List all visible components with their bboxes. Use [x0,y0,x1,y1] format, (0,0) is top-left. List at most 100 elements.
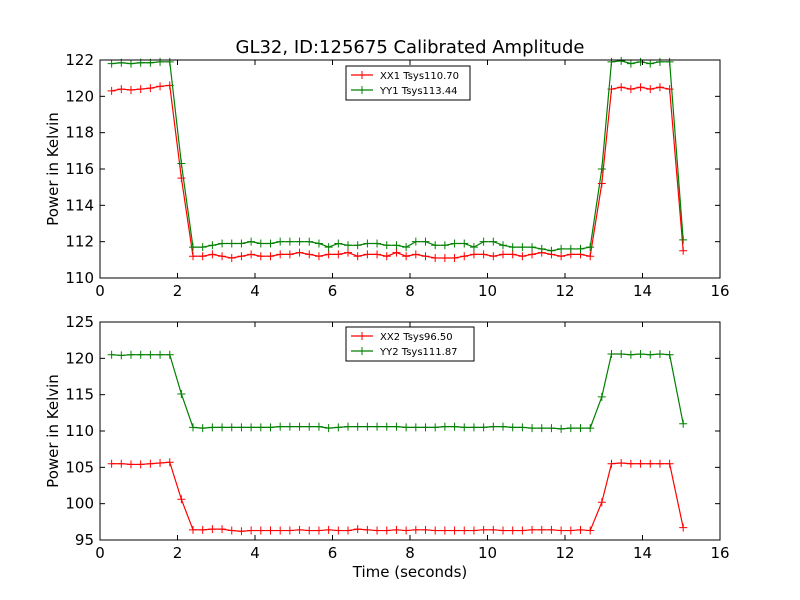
data-point [421,252,430,261]
data-point [256,526,265,535]
legend-label: XX1 Tsys110.70 [380,71,459,82]
data-point [285,250,294,259]
x-tick-label: 2 [173,282,183,300]
data-point [107,59,116,68]
data-point [237,252,246,261]
data-point [266,423,275,432]
data-point [146,350,155,359]
data-point [636,349,645,358]
data-point [411,237,420,246]
data-point [305,250,314,259]
data-point [295,422,304,431]
data-point [665,57,674,66]
data-point [528,250,537,259]
data-point [373,250,382,259]
y-tick-label: 100 [65,495,94,513]
x-tick-label: 4 [250,282,260,300]
data-point [479,423,488,432]
data-point [373,422,382,431]
x-tick-label: 0 [95,282,105,300]
data-point [566,526,575,535]
data-point [324,243,333,252]
legend-marker [358,86,366,94]
data-point [450,526,459,535]
data-point [127,85,135,94]
data-point [177,389,186,398]
data-point [198,243,207,252]
data-point [127,350,135,359]
data-point [411,250,420,259]
data-point [177,174,186,183]
data-point [626,59,635,68]
data-point [353,252,362,261]
data-point [450,254,459,263]
data-point [547,246,556,255]
data-point [431,254,440,263]
data-point [646,59,655,68]
x-axis-label: Time (seconds) [352,563,468,581]
data-point [607,57,616,66]
data-point [177,495,186,504]
data-point [165,57,174,66]
data-point [208,241,217,250]
y-tick-label: 118 [65,124,94,142]
data-point [499,241,507,250]
data-point [646,350,655,359]
data-point [597,392,606,401]
data-point [266,526,275,535]
data-point [285,526,294,535]
data-point [314,239,323,248]
data-point [156,350,165,359]
data-point [227,239,236,248]
data-point [402,526,411,535]
data-point [276,250,285,259]
data-point [665,459,674,468]
data-point [344,248,352,257]
data-point [557,424,566,433]
data-point [617,349,626,358]
data-point [392,248,401,257]
legend-marker [358,347,366,355]
y-tick-label: 110 [65,422,94,440]
y-axis-label: Power in Kelvin [44,112,62,226]
x-tick-label: 8 [405,544,415,562]
x-tick-label: 12 [555,282,574,300]
data-point [518,526,527,535]
data-point [679,246,688,255]
data-point [156,57,165,66]
data-point [402,423,411,432]
data-point [344,241,352,250]
data-point [469,243,478,252]
y-tick-label: 120 [65,87,94,105]
data-point [557,252,566,261]
x-tick-label: 6 [328,282,338,300]
data-point [227,254,236,263]
data-point [373,526,382,535]
data-point [117,351,126,360]
data-point [177,159,186,168]
data-point [440,422,449,431]
data-point [285,422,294,431]
data-point [431,241,440,250]
data-point [489,237,498,246]
data-point [489,525,498,534]
data-point [636,83,645,92]
data-point [227,526,236,535]
data-point [508,526,517,535]
data-point [392,422,401,431]
data-point [679,235,688,244]
data-point [617,56,626,65]
data-point [344,526,352,535]
x-tick-label: 10 [478,282,497,300]
data-point [266,252,275,261]
data-point [489,422,498,431]
data-point [576,244,585,253]
data-point [227,423,236,432]
data-point [256,423,265,432]
y-tick-label: 112 [65,233,94,251]
data-point [440,241,449,250]
data-point [499,422,507,431]
data-point [499,526,507,535]
data-point [508,250,517,259]
data-point [655,57,664,66]
